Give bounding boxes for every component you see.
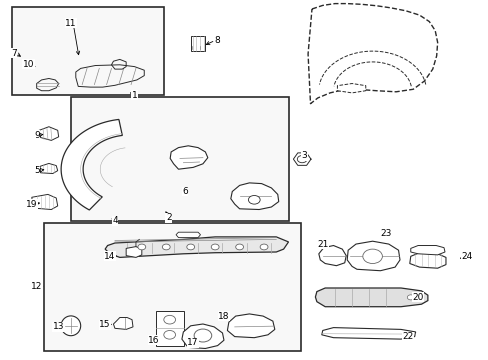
Text: 6: 6 <box>182 187 187 196</box>
Circle shape <box>211 244 219 250</box>
Polygon shape <box>113 318 133 329</box>
Circle shape <box>362 249 382 264</box>
Text: 13: 13 <box>53 323 64 331</box>
Text: 5: 5 <box>34 166 40 175</box>
Text: 16: 16 <box>148 336 160 345</box>
Polygon shape <box>318 246 346 266</box>
Polygon shape <box>105 237 288 257</box>
Bar <box>12 7 163 95</box>
Polygon shape <box>315 288 427 307</box>
Polygon shape <box>39 127 59 140</box>
Text: 11: 11 <box>65 18 77 27</box>
Polygon shape <box>170 146 207 169</box>
Text: 24: 24 <box>460 252 472 261</box>
Text: 2: 2 <box>165 213 171 222</box>
Circle shape <box>194 329 211 342</box>
Circle shape <box>297 156 306 163</box>
Text: 14: 14 <box>104 252 116 261</box>
Text: 1: 1 <box>131 91 137 100</box>
Polygon shape <box>61 120 122 210</box>
Bar <box>44 223 300 351</box>
Polygon shape <box>230 183 278 210</box>
Polygon shape <box>321 328 415 339</box>
Text: 17: 17 <box>187 338 199 347</box>
Polygon shape <box>32 194 58 210</box>
Polygon shape <box>176 232 200 238</box>
Text: 22: 22 <box>402 332 413 341</box>
Text: 10: 10 <box>22 60 34 69</box>
Polygon shape <box>410 246 444 255</box>
Text: 21: 21 <box>316 240 328 248</box>
Bar <box>71 97 288 221</box>
Polygon shape <box>346 241 399 271</box>
Circle shape <box>186 244 194 250</box>
Circle shape <box>407 295 413 300</box>
Circle shape <box>235 244 243 250</box>
Text: 20: 20 <box>411 292 423 302</box>
Text: 15: 15 <box>99 320 111 329</box>
Text: 7: 7 <box>11 49 17 58</box>
Bar <box>190 36 205 51</box>
Text: 9: 9 <box>34 130 40 139</box>
Polygon shape <box>227 314 274 338</box>
Text: 18: 18 <box>218 311 229 320</box>
Circle shape <box>163 315 175 324</box>
Circle shape <box>138 244 145 250</box>
Circle shape <box>162 244 170 250</box>
Polygon shape <box>40 163 58 174</box>
Bar <box>155 311 183 346</box>
Ellipse shape <box>61 316 81 336</box>
Polygon shape <box>126 247 142 257</box>
Circle shape <box>163 330 175 339</box>
Polygon shape <box>409 253 445 268</box>
Text: 3: 3 <box>301 152 307 161</box>
Text: 12: 12 <box>31 282 42 291</box>
Circle shape <box>248 195 260 204</box>
Text: 4: 4 <box>112 216 118 225</box>
Circle shape <box>415 295 422 300</box>
Text: 23: 23 <box>380 230 391 239</box>
Polygon shape <box>182 324 224 348</box>
Text: 8: 8 <box>214 36 220 45</box>
Text: 19: 19 <box>26 199 38 209</box>
Polygon shape <box>337 84 365 93</box>
Circle shape <box>260 244 267 250</box>
